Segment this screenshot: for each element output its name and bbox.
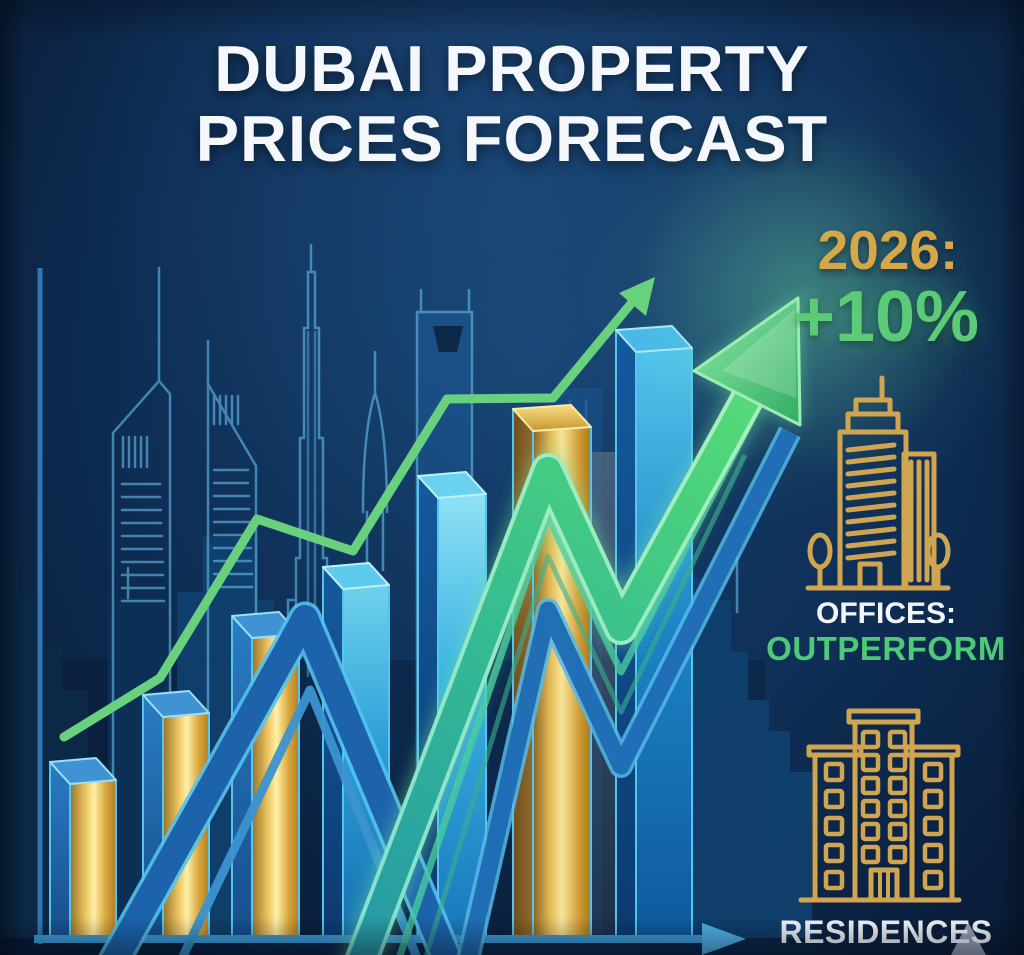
- gray-arrow-tip: [951, 922, 986, 955]
- small-arrowhead: [619, 277, 655, 316]
- bar-5: [417, 471, 487, 499]
- bar-2: [142, 690, 210, 718]
- bar-4: [322, 562, 390, 590]
- forecast-year: 2026:: [817, 219, 959, 281]
- bar-1: [49, 761, 71, 939]
- thin-green-trend-line: [59, 277, 655, 742]
- bar-6: [512, 404, 592, 432]
- title-line-1: DUBAI PROPERTY: [214, 32, 810, 105]
- title-line-2: PRICES FORECAST: [195, 101, 829, 175]
- skyline-tower-a: [111, 266, 172, 940]
- arrowhead-sheen: [722, 309, 796, 398]
- offices-label: OFFICES:: [816, 597, 956, 630]
- offices-status: OUTPERFORM: [766, 630, 1006, 667]
- forecast-value: +10%: [792, 277, 980, 357]
- bar-1: [69, 779, 117, 939]
- residences-label: RESIDENCES: [779, 914, 993, 950]
- office-tower-icon: [805, 375, 951, 591]
- residential-building-icon: [798, 708, 962, 903]
- bar-1: [49, 757, 117, 785]
- frame-tower-detail: [433, 326, 463, 352]
- x-axis-arrowhead: [702, 923, 746, 955]
- bold-green-arrow: [344, 296, 802, 955]
- page-title: DUBAI PROPERTY PRICES FORECAST: [0, 34, 1024, 173]
- arrow-glow: [630, 123, 980, 473]
- big-arrowhead: [692, 296, 802, 427]
